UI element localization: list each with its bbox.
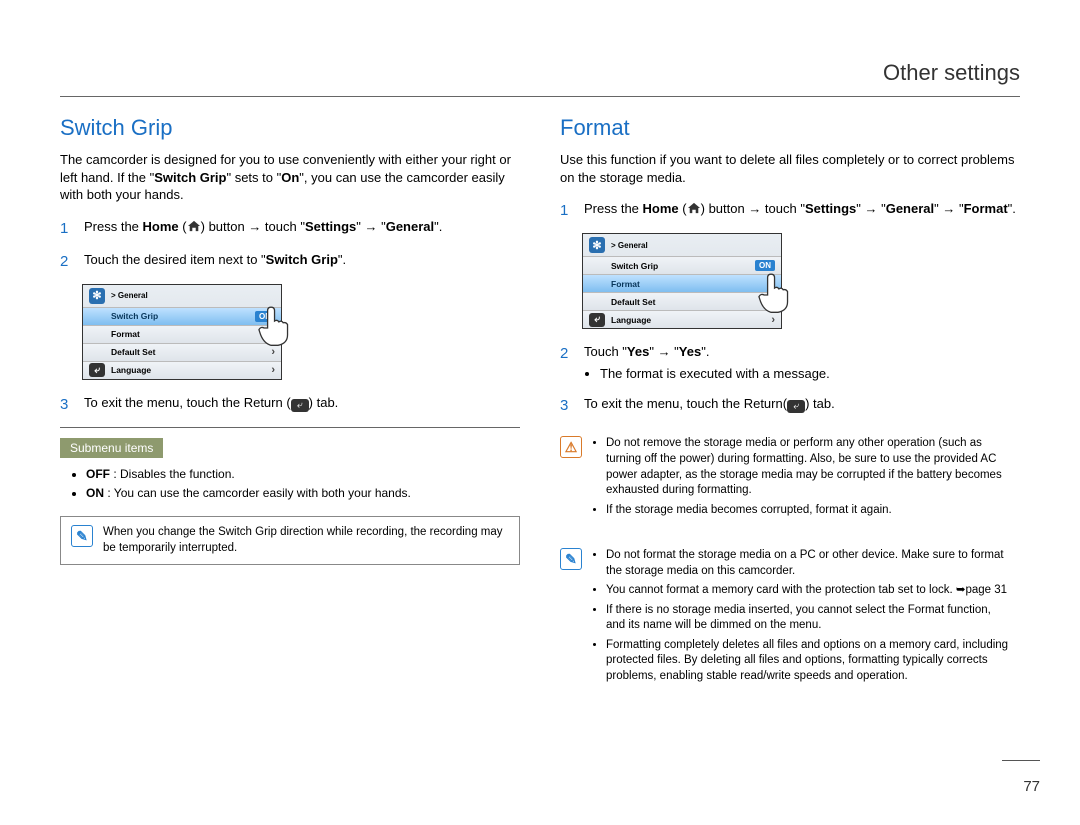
info-item: Formatting completely deletes all files … — [606, 638, 1010, 685]
note-text: When you change the Switch Grip directio… — [103, 525, 509, 556]
submenu-items-label: Submenu items — [60, 438, 163, 458]
step-number: 1 — [560, 200, 574, 221]
breadcrumb: > General — [611, 241, 648, 250]
warning-item: Do not remove the storage media or perfo… — [606, 436, 1010, 498]
menu-row-language: Language — [611, 315, 651, 325]
warning-item: If the storage media becomes corrupted, … — [606, 503, 1010, 519]
step-2: 2 Touch the desired item next to "Switch… — [60, 251, 520, 272]
left-column: Switch Grip The camcorder is designed fo… — [60, 115, 520, 706]
page-number: 77 — [1023, 778, 1040, 795]
step-number: 3 — [560, 395, 574, 416]
info-item: If there is no storage media inserted, y… — [606, 603, 1010, 634]
intro-format: Use this function if you want to delete … — [560, 151, 1020, 186]
page-header: Other settings — [60, 60, 1020, 97]
intro-bold: Switch Grip — [154, 170, 226, 185]
warning-icon: ⚠ — [560, 436, 582, 458]
return-icon: ⤶ — [787, 400, 805, 413]
gear-icon: ✻ — [589, 237, 605, 253]
return-icon: ⤶ — [291, 399, 309, 412]
intro-switchgrip: The camcorder is designed for you to use… — [60, 151, 520, 204]
intro-text2: " sets to " — [226, 170, 281, 185]
step-3: 3 To exit the menu, touch the Return(⤶) … — [560, 395, 1020, 416]
step-3: 3 To exit the menu, touch the Return (⤶)… — [60, 394, 520, 415]
info-item: You cannot format a memory card with the… — [606, 583, 1010, 599]
step-2-bullet: The format is executed with a message. — [600, 365, 1020, 383]
hand-pointer-icon — [252, 302, 304, 350]
divider — [60, 427, 520, 428]
note-box: ✎ When you change the Switch Grip direct… — [60, 516, 520, 565]
home-icon — [687, 202, 701, 214]
info-item: Do not format the storage media on a PC … — [606, 548, 1010, 579]
section-title-switchgrip: Switch Grip — [60, 115, 520, 141]
step-1: 1 Press the Home () button → touch "Sett… — [60, 218, 520, 239]
right-column: Format Use this function if you want to … — [560, 115, 1020, 706]
camcorder-screen-format: ✻> General Switch GripON Format› Default… — [582, 233, 1020, 329]
gear-icon: ✻ — [89, 288, 105, 304]
step-number: 2 — [60, 251, 74, 272]
return-icon: ⤶ — [589, 313, 605, 327]
step-number: 1 — [60, 218, 74, 239]
intro-bold2: On — [281, 170, 299, 185]
note-icon: ✎ — [560, 548, 582, 570]
step-1: 1 Press the Home () button → touch "Sett… — [560, 200, 1020, 221]
chevron-right-icon: › — [271, 364, 275, 376]
step-number: 3 — [60, 394, 74, 415]
step-number: 2 — [560, 343, 574, 383]
step-2: 2 Touch "Yes" → "Yes". The format is exe… — [560, 343, 1020, 383]
home-icon — [187, 220, 201, 232]
camcorder-screen-switchgrip: ✻> General Switch GripON Format› Default… — [82, 284, 520, 380]
breadcrumb: > General — [111, 291, 148, 300]
hand-pointer-icon — [752, 269, 804, 317]
info-box: ✎ Do not format the storage media on a P… — [560, 540, 1020, 696]
menu-row-language: Language — [111, 365, 151, 375]
return-icon: ⤶ — [89, 363, 105, 377]
submenu-list: OFF : Disables the function. ON : You ca… — [86, 466, 520, 503]
note-icon: ✎ — [71, 525, 93, 547]
warning-box: ⚠ Do not remove the storage media or per… — [560, 428, 1020, 530]
section-title-format: Format — [560, 115, 1020, 141]
page-number-line — [1002, 760, 1040, 761]
